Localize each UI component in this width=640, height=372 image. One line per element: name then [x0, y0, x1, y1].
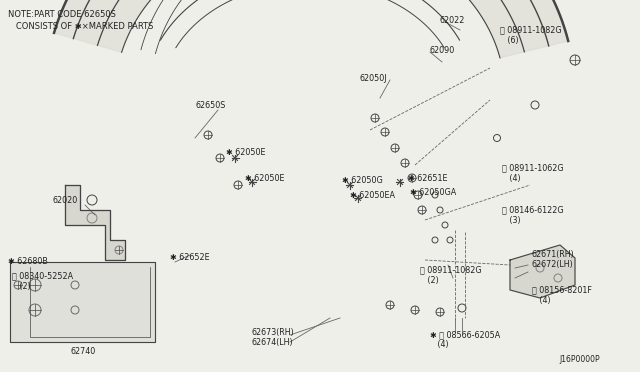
Text: NOTE:PART CODE 62650S: NOTE:PART CODE 62650S: [8, 10, 116, 19]
Text: (6): (6): [500, 35, 518, 45]
Text: (4): (4): [430, 340, 449, 350]
Text: 62674(LH): 62674(LH): [252, 337, 294, 346]
Text: (2): (2): [420, 276, 439, 285]
Text: 62650S: 62650S: [196, 100, 227, 109]
Text: (2): (2): [12, 282, 31, 291]
Text: Ⓝ 08911-1082G: Ⓝ 08911-1082G: [420, 266, 482, 275]
Text: ✱ 62050E: ✱ 62050E: [226, 148, 266, 157]
Text: CONSISTS OF ✱×MARKED PARTS: CONSISTS OF ✱×MARKED PARTS: [8, 22, 154, 31]
Text: 62020: 62020: [52, 196, 77, 205]
Text: J16P0000P: J16P0000P: [559, 356, 600, 365]
Text: Ⓑ 08156-8201F: Ⓑ 08156-8201F: [532, 285, 592, 295]
Text: Ⓝ 08911-1062G: Ⓝ 08911-1062G: [502, 164, 564, 173]
Text: 62672(LH): 62672(LH): [532, 260, 573, 269]
Text: 62673(RH): 62673(RH): [252, 327, 295, 337]
Text: Ⓢ 08340-5252A: Ⓢ 08340-5252A: [12, 272, 73, 280]
Text: ✱ 62050E: ✱ 62050E: [245, 173, 285, 183]
Text: 62050J: 62050J: [360, 74, 387, 83]
Polygon shape: [510, 245, 575, 298]
Bar: [10, 262, 155, 342]
Text: ✱ Ⓢ 08566-6205A: ✱ Ⓢ 08566-6205A: [430, 330, 500, 340]
Text: (4): (4): [532, 295, 550, 305]
Text: ✱ 62651E: ✱ 62651E: [408, 173, 447, 183]
Text: 62090: 62090: [430, 45, 455, 55]
Text: Ⓑ 08146-6122G: Ⓑ 08146-6122G: [502, 205, 564, 215]
Text: 62671(RH): 62671(RH): [532, 250, 575, 260]
Polygon shape: [65, 185, 125, 260]
Polygon shape: [54, 0, 568, 58]
Text: ✱ 62050G: ✱ 62050G: [342, 176, 383, 185]
Text: (3): (3): [502, 215, 520, 224]
Text: Ⓝ 08911-1082G: Ⓝ 08911-1082G: [500, 26, 562, 35]
Text: ✱ 62680B: ✱ 62680B: [8, 257, 48, 266]
Text: 62740: 62740: [70, 347, 95, 356]
Text: ✱ 62050EA: ✱ 62050EA: [350, 190, 395, 199]
Text: ✱ 62652E: ✱ 62652E: [170, 253, 210, 263]
Text: 62022: 62022: [440, 16, 465, 25]
Text: (4): (4): [502, 173, 520, 183]
Text: ✱ 62050GA: ✱ 62050GA: [410, 187, 456, 196]
